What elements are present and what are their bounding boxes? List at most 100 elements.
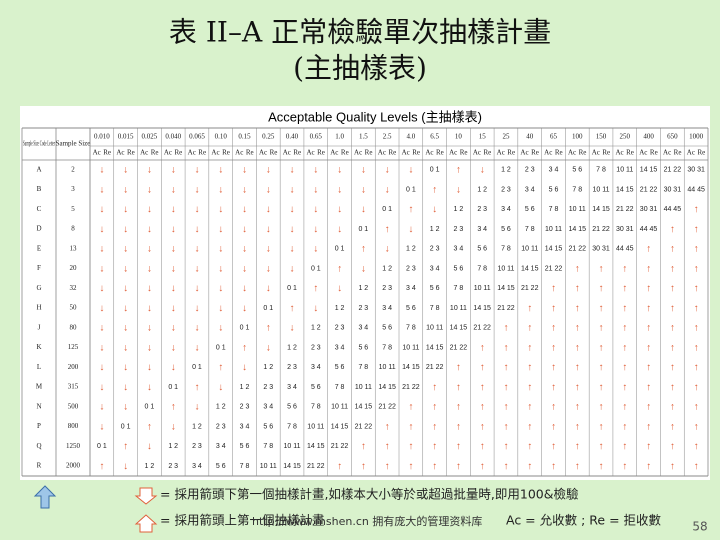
arrow-cell: ↑ (646, 441, 651, 452)
re-header: Re (650, 149, 658, 157)
re-header: Re (602, 149, 610, 157)
ac-re-cell: 21 22 (355, 423, 373, 430)
ac-header: Ac (306, 149, 314, 157)
ac-re-cell: 7 8 (358, 364, 368, 371)
arrow-cell: ↓ (242, 283, 247, 294)
ac-re-cell: 10 11 (426, 325, 443, 332)
ac-re-cell: 3 4 (477, 226, 487, 233)
ac-re-cell: 10 11 (497, 265, 514, 272)
arrow-cell: ↑ (670, 303, 675, 314)
ac-re-cell: 14 15 (355, 404, 373, 411)
arrow-cell: ↑ (599, 342, 604, 353)
arrow-cell: ↑ (361, 441, 366, 452)
arrow-cell: ↑ (622, 402, 627, 413)
arrow-cell: ↓ (147, 362, 152, 373)
ac-re-cell: 21 22 (331, 443, 349, 450)
arrow-cell: ↑ (694, 204, 699, 215)
arrow-cell: ↑ (694, 342, 699, 353)
arrow-cell: ↓ (456, 184, 461, 195)
arrow-cell: ↓ (218, 165, 223, 176)
arrow-cell: ↑ (694, 263, 699, 274)
ac-re-cell: 2 3 (311, 344, 321, 351)
arrow-cell: ↓ (99, 184, 104, 195)
arrow-cell: ↓ (218, 323, 223, 334)
arrow-cell: ↑ (432, 421, 437, 432)
arrow-cell: ↑ (408, 461, 413, 472)
arrow-cell: ↓ (290, 165, 295, 176)
arrow-cell: ↓ (361, 165, 366, 176)
ac-re-cell: 2 3 (406, 265, 416, 272)
arrow-cell: ↑ (361, 461, 366, 472)
arrow-cell: ↑ (456, 165, 461, 176)
ac-re-cell: 5 6 (572, 167, 582, 174)
ac-header: Ac (615, 149, 623, 157)
ac-header: Ac (188, 149, 196, 157)
arrow-cell: ↑ (551, 421, 556, 432)
arrow-cell: ↑ (599, 421, 604, 432)
ac-re-cell: 7 8 (501, 246, 511, 253)
arrow-cell: ↑ (456, 382, 461, 393)
ac-re-cell: 30 31 (687, 167, 705, 174)
sample-size: 80 (70, 323, 78, 331)
arrow-cell: ↓ (408, 224, 413, 235)
legend-arrow-blue (33, 485, 57, 509)
ac-header: Ac (449, 149, 457, 157)
ac-re-cell: 10 11 (569, 206, 586, 213)
ac-re-cell: 1 2 (145, 463, 155, 470)
arrow-cell: ↓ (171, 323, 176, 334)
ac-header: Ac (568, 149, 576, 157)
arrow-cell: ↓ (266, 263, 271, 274)
ac-re-cell: 3 4 (287, 384, 297, 391)
ac-header: Ac (93, 149, 101, 157)
ac-header: Ac (497, 149, 505, 157)
arrow-cell: ↑ (622, 303, 627, 314)
ac-header: Ac (140, 149, 148, 157)
arrow-cell: ↓ (266, 283, 271, 294)
aql-header: 0.25 (262, 133, 275, 141)
re-header: Re (484, 149, 492, 157)
ac-re-cell: 5 6 (335, 364, 345, 371)
ac-re-cell: 1 2 (240, 384, 250, 391)
ac-re-cell: 0 1 (216, 344, 226, 351)
re-header: Re (246, 149, 254, 157)
ac-re-cell: 7 8 (311, 404, 321, 411)
ac-header: Ac (425, 149, 433, 157)
ac-re-cell: 7 8 (549, 206, 559, 213)
arrow-cell: ↑ (575, 263, 580, 274)
arrow-cell: ↑ (599, 303, 604, 314)
arrow-cell: ↑ (503, 342, 508, 353)
arrow-cell: ↑ (456, 421, 461, 432)
aql-header: 0.015 (118, 133, 134, 141)
arrow-cell: ↑ (171, 402, 176, 413)
arrow-cell: ↑ (622, 421, 627, 432)
arrow-cell: ↓ (99, 382, 104, 393)
arrow-cell: ↑ (646, 421, 651, 432)
ac-re-cell: 10 11 (331, 404, 348, 411)
aql-header: 0.15 (238, 133, 251, 141)
arrow-cell: ↑ (575, 303, 580, 314)
ac-re-cell: 10 11 (545, 226, 562, 233)
arrow-cell: ↓ (218, 224, 223, 235)
ac-re-cell: 3 4 (549, 167, 559, 174)
ac-re-cell: 5 6 (382, 325, 392, 332)
ac-re-cell: 10 11 (260, 463, 277, 470)
aql-header: 400 (643, 133, 654, 141)
code-letter: P (37, 422, 41, 430)
ac-re-cell: 14 15 (283, 463, 301, 470)
arrow-cell: ↓ (147, 224, 152, 235)
aql-header: 0.010 (94, 133, 110, 141)
arrow-cell: ↑ (527, 303, 532, 314)
ac-re-cell: 1 2 (430, 226, 440, 233)
ac-re-cell: 3 4 (240, 423, 250, 430)
ac-re-cell: 1 2 (335, 305, 345, 312)
arrow-cell: ↓ (147, 165, 152, 176)
ac-re-cell: 0 1 (97, 443, 107, 450)
sample-size: 125 (68, 343, 79, 351)
arrow-cell: ↓ (123, 382, 128, 393)
aql-header: 15 (479, 133, 487, 141)
ac-re-cell: 7 8 (263, 443, 273, 450)
arrow-cell: ↑ (622, 441, 627, 452)
ac-re-cell: 3 4 (382, 305, 392, 312)
